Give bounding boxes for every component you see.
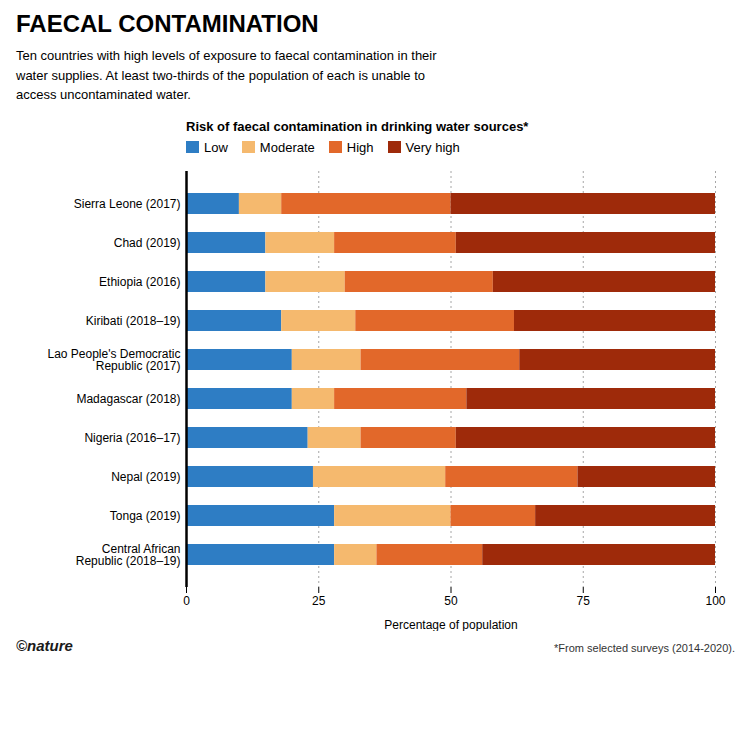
html-text:High: High xyxy=(346,139,374,155)
svg-text:100: 100 xyxy=(705,594,725,608)
html-text:Low: Low xyxy=(204,139,228,155)
html-text:©nature: ©nature xyxy=(16,636,73,654)
svg-text:Sierra Leone (2017): Sierra Leone (2017) xyxy=(74,196,181,210)
svg-text:Percentage of population: Percentage of population xyxy=(384,617,517,631)
html-text:Very high: Very high xyxy=(405,139,460,155)
svg-text:Tonga (2019): Tonga (2019) xyxy=(110,508,181,522)
svg-text:Central AfricanRepublic (2018–: Central AfricanRepublic (2018–19) xyxy=(76,541,181,567)
html-text:FAECAL CONTAMINATION: FAECAL CONTAMINATION xyxy=(16,10,319,37)
svg-text:0: 0 xyxy=(183,594,190,608)
svg-text:Chad (2019): Chad (2019) xyxy=(114,235,181,249)
svg-text:50: 50 xyxy=(444,594,458,608)
svg-text:75: 75 xyxy=(577,594,591,608)
svg-text:Madagascar (2018): Madagascar (2018) xyxy=(76,391,180,405)
svg-text:Kiribati (2018–19): Kiribati (2018–19) xyxy=(86,313,181,327)
html-text:*From selected surveys (2014-2: *From selected surveys (2014-2020). xyxy=(554,641,735,654)
svg-text:Nigeria (2016–17): Nigeria (2016–17) xyxy=(84,430,180,444)
html-text:Risk of faecal contamination i: Risk of faecal contamination in drinking… xyxy=(186,118,529,134)
svg-text:Lao People's DemocraticRepubli: Lao People's DemocraticRepublic (2017) xyxy=(47,346,180,372)
svg-text:Ethiopia (2016): Ethiopia (2016) xyxy=(99,274,180,288)
html-text:Moderate: Moderate xyxy=(259,139,315,155)
html-text:Ten countries with high levels: Ten countries with high levels of exposu… xyxy=(16,48,437,102)
svg-text:25: 25 xyxy=(312,594,326,608)
svg-text:Nepal (2019): Nepal (2019) xyxy=(111,469,180,483)
